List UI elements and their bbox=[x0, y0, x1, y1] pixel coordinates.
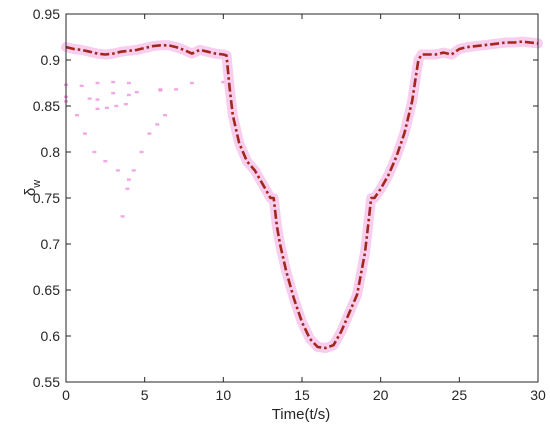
series-line bbox=[65, 40, 539, 350]
artifact-point bbox=[95, 107, 100, 110]
artifact-point bbox=[104, 106, 109, 109]
y-axis-label-base: δ bbox=[22, 188, 39, 196]
artifact-point bbox=[126, 93, 131, 97]
artifact-point bbox=[155, 123, 160, 126]
plot-area bbox=[61, 13, 543, 383]
artifact-point bbox=[126, 178, 131, 181]
artifact-point bbox=[131, 169, 136, 172]
x-tick-label: 25 bbox=[452, 387, 468, 403]
x-axis-label: Time(t/s) bbox=[272, 406, 331, 423]
y-axis: 0.55 0.6 0.65 0.7 0.75 0.8 0.85 0.9 0.95 bbox=[33, 6, 538, 390]
x-tick-label: 5 bbox=[141, 387, 149, 403]
y-tick-label: 0.65 bbox=[33, 282, 60, 298]
y-tick-label: 0.9 bbox=[41, 52, 61, 68]
x-tick-label: 15 bbox=[294, 387, 310, 403]
artifact-point bbox=[120, 215, 125, 218]
artifact-point bbox=[125, 187, 130, 190]
artifact-point bbox=[111, 80, 116, 84]
y-tick-label: 0.8 bbox=[41, 144, 61, 160]
artifact-point bbox=[111, 91, 116, 95]
artifact-point bbox=[158, 88, 163, 91]
y-tick-label: 0.6 bbox=[41, 328, 61, 344]
y-tick-label: 0.85 bbox=[33, 98, 60, 114]
artifact-point bbox=[163, 114, 168, 117]
x-tick-label: 30 bbox=[530, 387, 546, 403]
artifact-point bbox=[82, 132, 87, 135]
artifact-point bbox=[95, 81, 100, 85]
y-axis-label: δw bbox=[22, 180, 43, 196]
artifact-point bbox=[189, 81, 194, 85]
artifact-point bbox=[123, 103, 128, 106]
y-tick-label: 0.7 bbox=[41, 236, 61, 252]
x-tick-label: 0 bbox=[62, 387, 70, 403]
artifact-point bbox=[134, 91, 139, 94]
artifact-point bbox=[221, 80, 226, 84]
artifact-point bbox=[114, 104, 119, 108]
artifact-point bbox=[92, 150, 97, 154]
artifact-point bbox=[115, 169, 120, 172]
artifact-point bbox=[103, 160, 108, 163]
y-axis-label-subscript: w bbox=[31, 180, 43, 189]
artifact-point bbox=[126, 81, 131, 85]
x-tick-label: 10 bbox=[216, 387, 232, 403]
y-tick-label: 0.75 bbox=[33, 190, 60, 206]
artifact-point bbox=[147, 132, 152, 135]
y-tick-label: 0.95 bbox=[33, 6, 60, 22]
y-tick-label: 0.55 bbox=[33, 374, 60, 390]
artifact-point bbox=[174, 88, 179, 91]
artifact-point bbox=[87, 97, 92, 100]
artifact-point bbox=[139, 150, 144, 154]
artifact-point bbox=[79, 84, 84, 87]
artifact-point bbox=[75, 114, 79, 117]
x-tick-label: 20 bbox=[373, 387, 389, 403]
artifact-point bbox=[95, 98, 100, 101]
x-axis: 0 5 10 15 20 25 30 bbox=[62, 14, 546, 403]
